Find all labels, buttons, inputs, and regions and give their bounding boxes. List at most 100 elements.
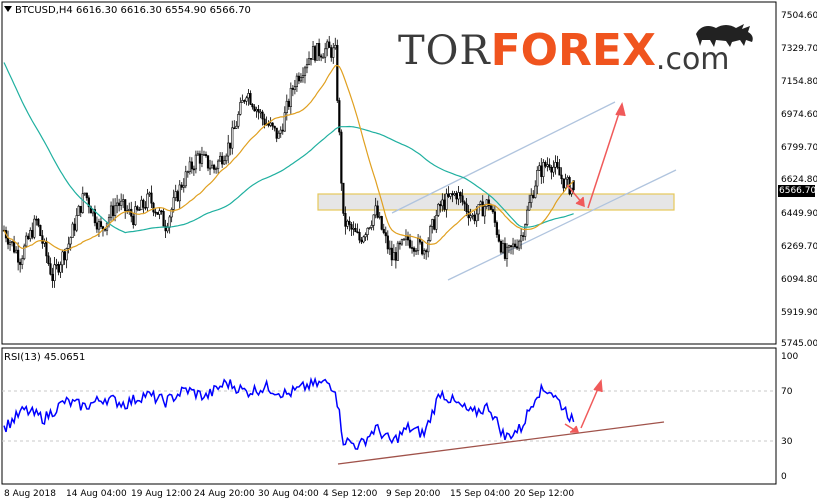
candle-body xyxy=(524,224,527,237)
candle-body xyxy=(542,162,545,177)
candle-body xyxy=(511,243,515,248)
candle-body xyxy=(144,207,147,209)
candle-body xyxy=(309,58,313,60)
candle-body xyxy=(384,232,387,237)
price-axis: 7504.60 7329.70 7154.80 6974.60 6799.70 … xyxy=(781,11,817,349)
candle-body xyxy=(368,227,371,229)
rsi-panel-frame xyxy=(1,347,777,485)
candle-body xyxy=(217,160,220,169)
ma-fast-line xyxy=(3,64,575,252)
candle-body xyxy=(63,251,66,261)
candle-body xyxy=(263,118,266,126)
candle-body xyxy=(180,184,183,188)
candle-body xyxy=(538,165,541,171)
candle-body xyxy=(23,245,26,260)
candle-body xyxy=(10,241,14,243)
candle-body xyxy=(479,201,482,205)
candle-body xyxy=(208,167,212,170)
candle-body xyxy=(378,216,381,218)
candle-body xyxy=(473,214,476,222)
candle-body xyxy=(554,162,557,168)
candle-body xyxy=(116,202,119,207)
candle-body xyxy=(457,192,460,200)
candle-body xyxy=(423,250,426,255)
candle-body xyxy=(465,203,468,212)
candle-body xyxy=(210,164,214,169)
candle-body xyxy=(184,171,187,187)
candle-body xyxy=(148,192,151,195)
candle-body xyxy=(255,109,258,112)
candle-body xyxy=(289,87,292,107)
candle-body xyxy=(562,178,565,189)
candle-body xyxy=(150,192,153,204)
candle-body xyxy=(79,205,82,213)
candle-body xyxy=(164,225,167,232)
candle-body xyxy=(194,154,198,170)
candle-body xyxy=(6,237,10,245)
candle-body xyxy=(392,252,395,261)
candle-body xyxy=(53,264,56,281)
ma-slow-line xyxy=(3,62,574,234)
candle-body xyxy=(235,125,238,129)
candle-body xyxy=(398,242,402,245)
candle-body xyxy=(95,222,99,230)
candle-body xyxy=(176,191,179,202)
candle-body xyxy=(439,203,442,207)
candle-body xyxy=(93,209,96,224)
candle-body xyxy=(475,213,478,222)
candle-body xyxy=(77,205,80,216)
candle-body xyxy=(485,199,488,207)
candle-body xyxy=(109,205,113,218)
candle-body xyxy=(463,201,466,205)
price-panel-frame xyxy=(1,1,777,345)
candle-body xyxy=(330,47,333,58)
candle-body xyxy=(503,243,507,259)
candle-body xyxy=(249,93,252,105)
candle-body xyxy=(251,103,254,108)
candle-body xyxy=(196,153,200,156)
candle-body xyxy=(239,102,242,115)
candle-body xyxy=(324,48,327,58)
candle-body xyxy=(332,47,335,58)
time-tick: 15 Sep 04:00 xyxy=(450,489,510,499)
candle-body xyxy=(170,209,173,218)
candle-body xyxy=(370,225,373,228)
candle-body xyxy=(33,218,36,238)
candle-body xyxy=(336,44,339,101)
candle-body xyxy=(566,177,569,180)
candle-body xyxy=(522,235,525,237)
candle-body xyxy=(154,211,157,214)
logo-text-forex: FOREX xyxy=(490,25,656,76)
candle-body xyxy=(532,194,535,198)
candle-body xyxy=(124,199,127,212)
triangle-down-icon xyxy=(4,6,12,12)
candle-body xyxy=(453,193,456,196)
candle-body xyxy=(227,142,230,157)
candle-body xyxy=(259,111,262,114)
price-tick: 6094.80 xyxy=(781,275,817,285)
rsi-tick: 0 xyxy=(781,472,787,482)
candle-body xyxy=(132,215,135,225)
candle-body xyxy=(400,239,404,245)
candle-body xyxy=(192,168,195,171)
candle-body xyxy=(540,165,543,177)
candle-body xyxy=(340,131,343,184)
candle-body xyxy=(421,241,424,255)
candle-body xyxy=(451,193,454,196)
candle-body xyxy=(455,193,458,200)
candle-body xyxy=(380,216,383,230)
candle-body xyxy=(390,247,393,261)
candle-body xyxy=(41,235,44,244)
candle-body xyxy=(97,221,101,230)
candle-body xyxy=(471,214,474,217)
candle-body xyxy=(556,162,559,168)
price-tick: 5919.90 xyxy=(781,308,817,318)
candle-body xyxy=(122,199,125,202)
candle-body xyxy=(406,235,410,241)
candle-body xyxy=(433,219,436,230)
candle-body xyxy=(99,221,103,227)
candle-body xyxy=(212,164,216,170)
candle-body xyxy=(223,160,226,165)
candle-body xyxy=(408,239,412,248)
